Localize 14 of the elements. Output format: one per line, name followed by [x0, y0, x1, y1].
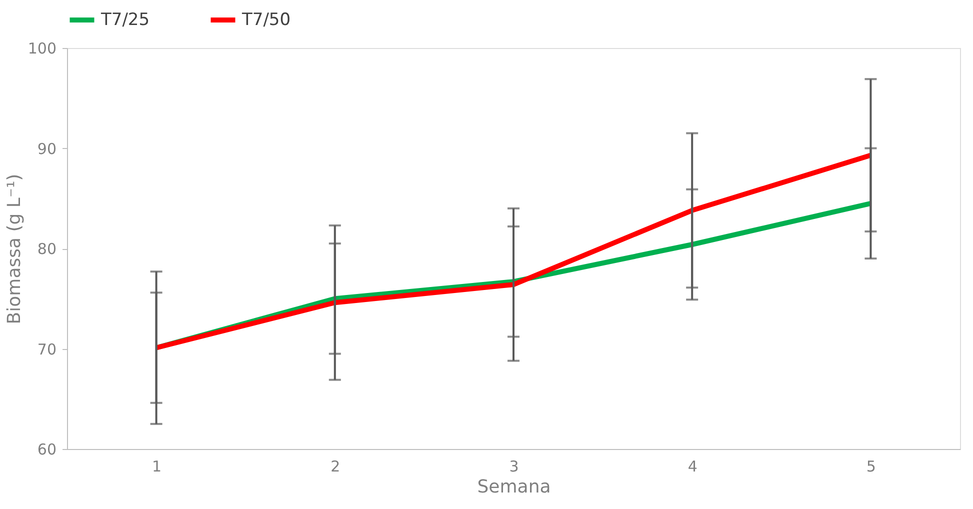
- y-axis-title: Biomassa (g L⁻¹): [4, 174, 25, 324]
- y-tick-label: 80: [37, 240, 56, 258]
- legend-label: T7/50: [241, 10, 291, 30]
- x-tick-label: 5: [866, 458, 876, 476]
- x-tick-label: 4: [688, 458, 698, 476]
- x-tick-label: 2: [330, 458, 340, 476]
- x-tick-label: 1: [152, 458, 162, 476]
- y-tick-label: 100: [28, 40, 56, 58]
- legend-label: T7/25: [100, 10, 150, 30]
- y-tick-label: 70: [37, 340, 56, 358]
- x-tick-label: 3: [509, 458, 519, 476]
- y-tick-label: 90: [37, 140, 56, 158]
- x-axis-title: Semana: [477, 476, 551, 498]
- y-tick-label: 60: [37, 440, 56, 458]
